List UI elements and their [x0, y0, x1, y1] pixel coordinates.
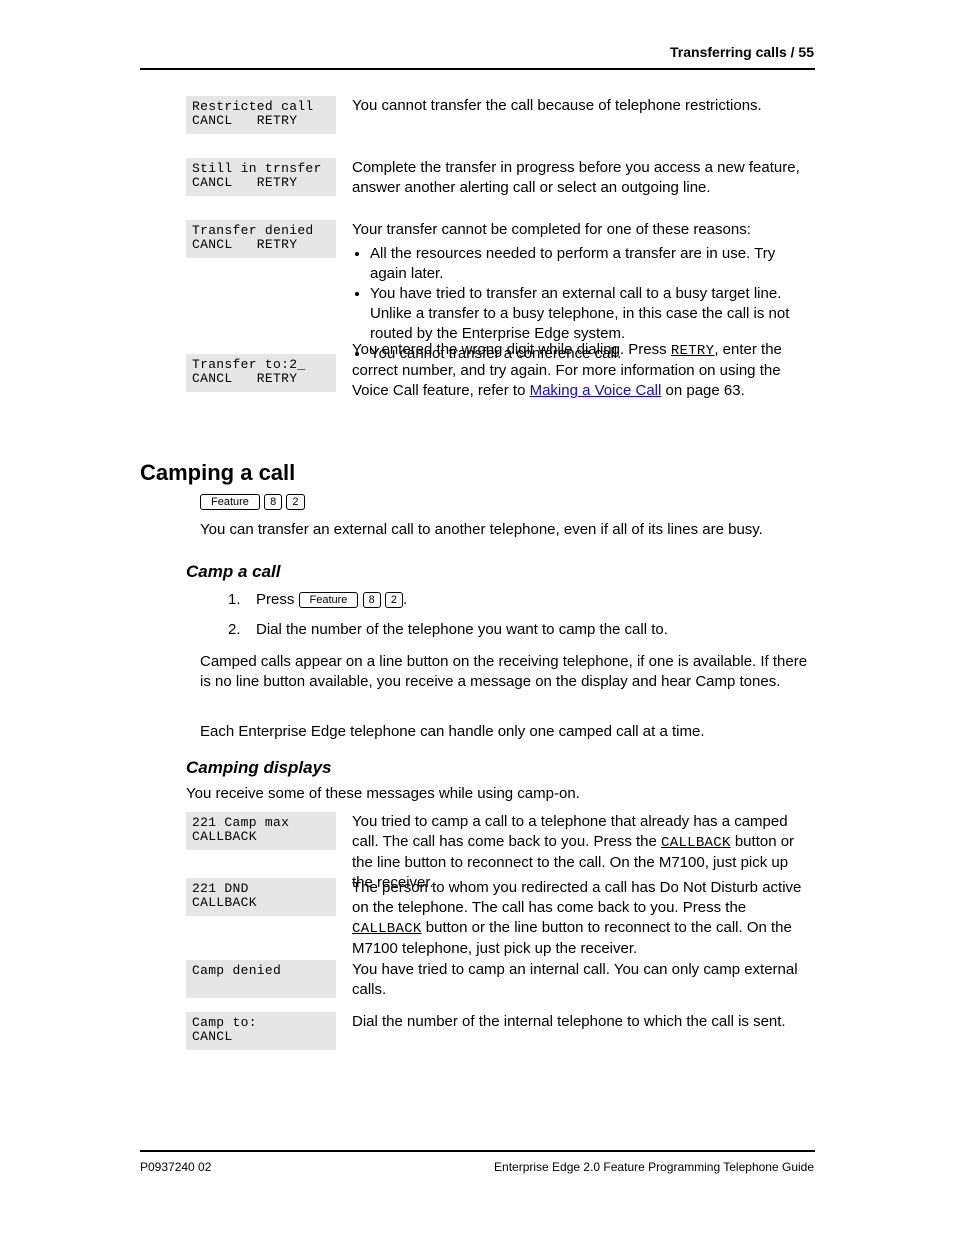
- callback-label: CALLBACK: [661, 835, 731, 851]
- lcd-line: Transfer to:2_: [192, 358, 330, 372]
- bottom-rule: [140, 1150, 815, 1152]
- lcd-line: CALLBACK: [192, 896, 330, 910]
- feature-key: Feature: [200, 494, 260, 510]
- page: Transferring calls / 55 Restricted call …: [0, 0, 954, 1235]
- lcd-camp-to: Camp to: CANCL: [186, 1012, 336, 1050]
- top-rule: [140, 68, 815, 70]
- lcd-camp-max: 221 Camp max CALLBACK: [186, 812, 336, 850]
- key-8: 8: [264, 494, 282, 510]
- lcd-line: CANCL: [192, 1030, 330, 1044]
- lcd-line: CANCL RETRY: [192, 238, 330, 252]
- camp-feature-keys: Feature 8 2: [200, 492, 305, 512]
- page-header: Transferring calls / 55: [670, 44, 814, 60]
- bullet: You have tried to transfer an external c…: [370, 284, 812, 344]
- key-2: 2: [286, 494, 304, 510]
- camp-final-para2: Each Enterprise Edge telephone can handl…: [200, 722, 810, 742]
- camp-note: You receive some of these messages while…: [186, 784, 811, 804]
- lcd-line: CANCL RETRY: [192, 114, 330, 128]
- camp-paragraph: You can transfer an external call to ano…: [200, 520, 810, 540]
- camping-call-heading: Camping a call: [140, 460, 295, 486]
- camp-a-call-heading: Camp a call: [186, 562, 281, 582]
- lcd-line: CANCL RETRY: [192, 372, 330, 386]
- lcd-dnd: 221 DND CALLBACK: [186, 878, 336, 916]
- key-2: 2: [385, 592, 403, 608]
- desc-transfer-to: You entered the wrong digit while dialin…: [352, 340, 812, 401]
- step-num: 1.: [228, 590, 241, 610]
- camping-displays-heading: Camping displays: [186, 758, 331, 778]
- lcd-still-in-transfer: Still in trnsfer CANCL RETRY: [186, 158, 336, 196]
- footer-right: Enterprise Edge 2.0 Feature Programming …: [494, 1160, 814, 1174]
- desc-text: Your transfer cannot be completed for on…: [352, 221, 751, 238]
- text: You entered the wrong digit while dialin…: [352, 341, 671, 358]
- voice-call-link[interactable]: Making a Voice Call: [530, 382, 662, 399]
- desc-camp-denied: You have tried to camp an internal call.…: [352, 960, 812, 1000]
- lcd-line: Camp to:: [192, 1016, 330, 1030]
- lcd-line: Transfer denied: [192, 224, 330, 238]
- desc-camp-to: Dial the number of the internal telephon…: [352, 1012, 812, 1032]
- lcd-line: Camp denied: [192, 964, 330, 978]
- text: Press: [256, 591, 299, 608]
- lcd-line: 221 Camp max: [192, 816, 330, 830]
- lcd-line: CANCL RETRY: [192, 176, 330, 190]
- lcd-line: CALLBACK: [192, 830, 330, 844]
- lcd-transfer-denied: Transfer denied CANCL RETRY: [186, 220, 336, 258]
- bullet: All the resources needed to perform a tr…: [370, 244, 812, 284]
- lcd-transfer-to: Transfer to:2_ CANCL RETRY: [186, 354, 336, 392]
- text: The person to whom you redirected a call…: [352, 879, 801, 916]
- desc-dnd: The person to whom you redirected a call…: [352, 878, 812, 959]
- camp-final-para1: Camped calls appear on a line button on …: [200, 652, 810, 692]
- lcd-line: [192, 978, 330, 992]
- feature-key: Feature: [299, 592, 359, 608]
- step-num: 2.: [228, 620, 241, 640]
- key-8: 8: [363, 592, 381, 608]
- lcd-line: 221 DND: [192, 882, 330, 896]
- retry-label: RETRY: [671, 343, 715, 359]
- lcd-camp-denied: Camp denied: [186, 960, 336, 998]
- lcd-restricted-call: Restricted call CANCL RETRY: [186, 96, 336, 134]
- footer-left: P0937240 02: [140, 1160, 211, 1174]
- text: .: [403, 591, 407, 608]
- desc-still-in-transfer: Complete the transfer in progress before…: [352, 158, 812, 198]
- callback-label: CALLBACK: [352, 921, 422, 937]
- step2-text: Dial the number of the telephone you wan…: [256, 620, 811, 640]
- lcd-line: Still in trnsfer: [192, 162, 330, 176]
- desc-restricted-call: You cannot transfer the call because of …: [352, 96, 812, 116]
- lcd-line: Restricted call: [192, 100, 330, 114]
- step1-text: Press Feature 8 2.: [256, 590, 811, 610]
- text: on page 63.: [661, 382, 744, 399]
